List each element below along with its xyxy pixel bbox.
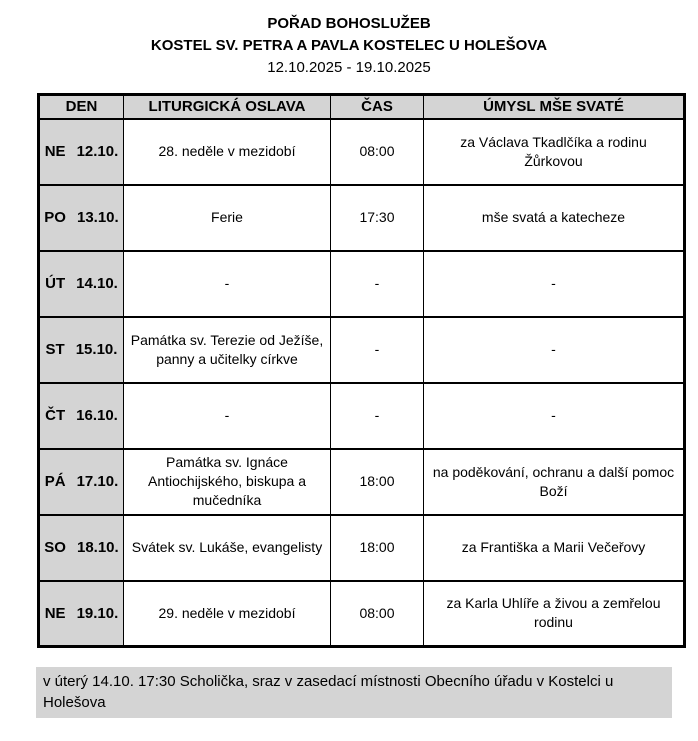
intention-cell: za Karla Uhlíře a živou a zemřelou rodin… — [423, 579, 685, 648]
day-date: NE 19.10. — [44, 604, 119, 623]
day-date-value: 19.10. — [76, 604, 119, 622]
table-row: PO 13.10. Ferie 17:30 mše svatá a katech… — [38, 183, 685, 252]
table-row: PÁ 17.10. Památka sv. Ignáce Antiochijsk… — [38, 447, 685, 516]
day-abbrev: PÁ — [44, 473, 66, 490]
table-row: NE 19.10. 29. neděle v mezidobí 08:00 za… — [38, 579, 685, 648]
column-header-cas: ČAS — [330, 93, 424, 120]
intention-cell: za Františka a Marii Večeřovy — [423, 513, 685, 582]
title-block: POŘAD BOHOSLUŽEB KOSTEL SV. PETRA A PAVL… — [0, 0, 698, 79]
intention-cell: za Václava Tkadlčíka a rodinu Žůrkovou — [423, 117, 685, 186]
day-date-value: 14.10. — [76, 275, 118, 292]
day-cell: PO 13.10. — [38, 183, 124, 252]
time-cell: 18:00 — [330, 513, 424, 582]
time-cell: - — [330, 249, 424, 318]
day-date: ČT 16.10. — [44, 406, 119, 425]
celebration-cell: Svátek sv. Lukáše, evangelisty — [123, 513, 331, 582]
day-cell: ST 15.10. — [38, 315, 124, 384]
day-cell: ČT 16.10. — [38, 381, 124, 450]
time-cell: - — [330, 315, 424, 384]
table-row: ST 15.10. Památka sv. Terezie od Ježíše,… — [38, 315, 685, 384]
celebration-cell: Ferie — [123, 183, 331, 252]
date-range: 12.10.2025 - 19.10.2025 — [267, 59, 431, 76]
day-abbrev: NE — [44, 604, 66, 622]
header-row: DEN LITURGICKÁ OSLAVA ČAS ÚMYSL MŠE SVAT… — [38, 93, 685, 120]
day-abbrev: SO — [44, 539, 66, 556]
page-subtitle: KOSTEL SV. PETRA A PAVLA KOSTELEC U HOLE… — [150, 37, 548, 54]
day-cell: NE 19.10. — [38, 579, 124, 648]
day-cell: ÚT 14.10. — [38, 249, 124, 318]
intention-cell: mše svatá a katecheze — [423, 183, 685, 252]
column-header-umysl-mse-svate: ÚMYSL MŠE SVATÉ — [423, 93, 685, 120]
day-date: ÚT 14.10. — [44, 274, 119, 293]
intention-cell: - — [423, 249, 685, 318]
celebration-cell: Památka sv. Ignáce Antiochijského, bisku… — [123, 447, 331, 516]
table-row: NE 12.10. 28. neděle v mezidobí 08:00 za… — [38, 117, 685, 186]
day-date: NE 12.10. — [44, 142, 119, 161]
day-date-value: 18.10. — [76, 539, 119, 556]
day-date: SO 18.10. — [44, 538, 119, 557]
day-date: PÁ 17.10. — [44, 472, 119, 491]
table-row: SO 18.10. Svátek sv. Lukáše, evangelisty… — [38, 513, 685, 582]
day-date-value: 13.10. — [76, 209, 119, 226]
day-date-value: 16.10. — [76, 407, 118, 424]
day-abbrev: ÚT — [45, 275, 66, 292]
time-cell: - — [330, 381, 424, 450]
time-cell: 17:30 — [330, 183, 424, 252]
day-date-value: 15.10. — [75, 341, 118, 358]
page-title: POŘAD BOHOSLUŽEB — [267, 15, 431, 32]
day-cell: SO 18.10. — [38, 513, 124, 582]
day-abbrev: ČT — [45, 407, 66, 424]
day-abbrev: PO — [44, 209, 66, 226]
celebration-cell: 29. neděle v mezidobí — [123, 579, 331, 648]
day-date: ST 15.10. — [44, 340, 119, 359]
celebration-cell: - — [123, 249, 331, 318]
celebration-cell: Památka sv. Terezie od Ježíše, panny a u… — [123, 315, 331, 384]
column-header-liturgicka-oslava: LITURGICKÁ OSLAVA — [123, 93, 331, 120]
day-cell: PÁ 17.10. — [38, 447, 124, 516]
footer-note: v úterý 14.10. 17:30 Scholička, sraz v z… — [36, 667, 672, 718]
celebration-cell: - — [123, 381, 331, 450]
time-cell: 18:00 — [330, 447, 424, 516]
time-cell: 08:00 — [330, 579, 424, 648]
intention-cell: na poděkování, ochranu a další pomoc Bož… — [423, 447, 685, 516]
day-abbrev: NE — [44, 143, 66, 160]
day-cell: NE 12.10. — [38, 117, 124, 186]
time-cell: 08:00 — [330, 117, 424, 186]
day-abbrev: ST — [45, 341, 65, 358]
day-date-value: 12.10. — [76, 143, 119, 160]
column-header-den: DEN — [38, 93, 124, 120]
celebration-cell: 28. neděle v mezidobí — [123, 117, 331, 186]
intention-cell: - — [423, 315, 685, 384]
table-row: ČT 16.10. - - - — [38, 381, 685, 450]
schedule-table: DEN LITURGICKÁ OSLAVA ČAS ÚMYSL MŠE SVAT… — [37, 93, 686, 648]
intention-cell: - — [423, 381, 685, 450]
table-row: ÚT 14.10. - - - — [38, 249, 685, 318]
day-date-value: 17.10. — [76, 473, 119, 490]
day-date: PO 13.10. — [44, 208, 119, 227]
